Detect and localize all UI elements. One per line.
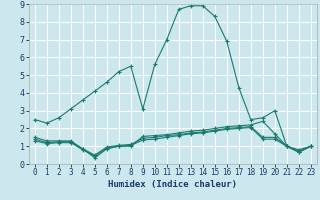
X-axis label: Humidex (Indice chaleur): Humidex (Indice chaleur) xyxy=(108,180,237,189)
